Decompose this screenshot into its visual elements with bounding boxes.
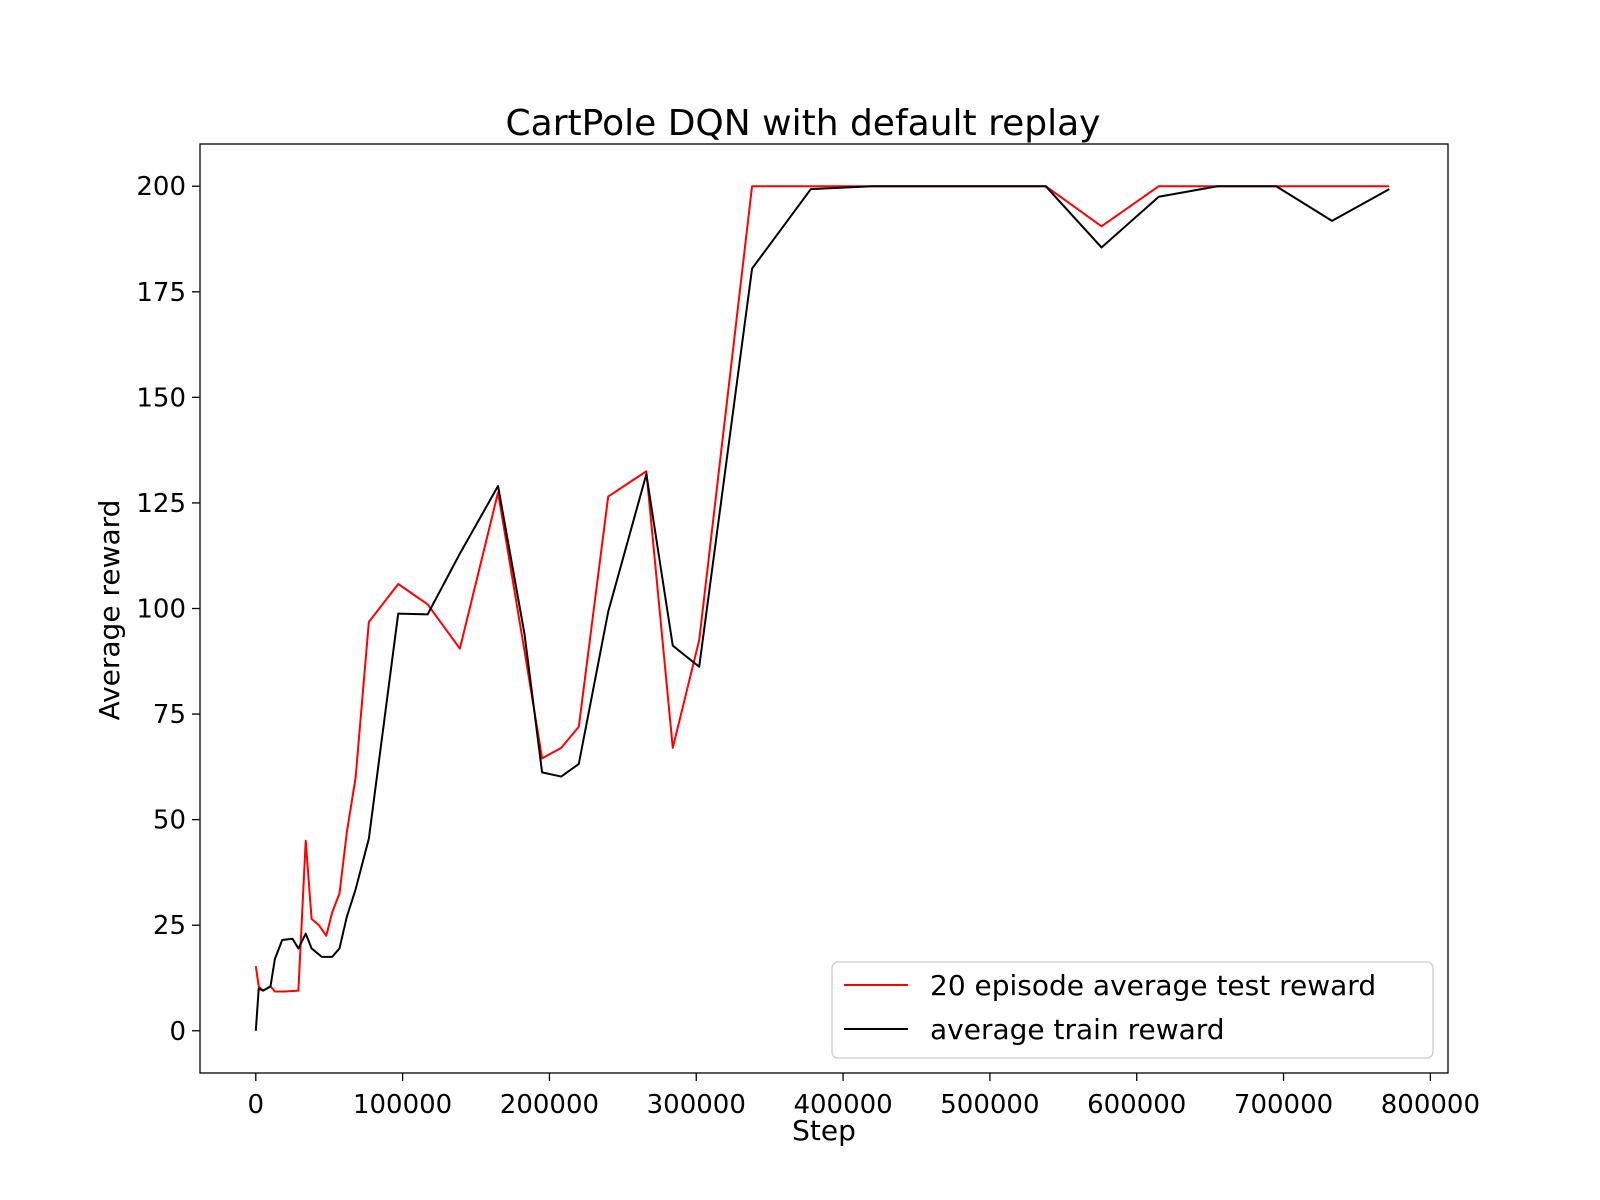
legend: 20 episode average test reward average t…	[831, 961, 1434, 1059]
y-axis-label: Average reward	[93, 500, 126, 721]
x-tick-label: 600000	[1087, 1090, 1186, 1120]
y-tick-label: 50	[153, 806, 186, 836]
x-tick-label: 0	[248, 1090, 265, 1120]
y-tick-label: 100	[136, 595, 186, 625]
x-tick-label: 300000	[647, 1090, 746, 1120]
y-tick-label: 175	[136, 278, 186, 308]
series-line-train-reward	[254, 185, 1390, 1031]
legend-entry-train-reward: average train reward	[930, 1013, 1225, 1046]
y-axis: 0 25 50 75 100 125 150 175 200	[136, 172, 200, 1047]
x-tick-label: 500000	[940, 1090, 1039, 1120]
x-tick-label: 400000	[793, 1090, 892, 1120]
x-tick-label: 100000	[353, 1090, 452, 1120]
legend-entry-test-reward: 20 episode average test reward	[930, 969, 1376, 1002]
y-tick-label: 75	[153, 700, 186, 730]
x-tick-label: 700000	[1234, 1090, 1333, 1120]
plot-area	[254, 185, 1390, 1031]
y-tick-label: 0	[169, 1017, 186, 1047]
y-tick-label: 125	[136, 489, 186, 519]
x-tick-label: 200000	[500, 1090, 599, 1120]
y-tick-label: 25	[153, 911, 186, 941]
y-tick-label: 200	[136, 172, 186, 202]
y-tick-label: 150	[136, 383, 186, 413]
x-tick-label: 800000	[1381, 1090, 1480, 1120]
chart-title: CartPole DQN with default replay	[506, 103, 1101, 144]
x-axis-label: Step	[792, 1114, 856, 1147]
legend-box	[831, 961, 1434, 1059]
x-axis: 0 100000 200000 300000 400000 500000 600000 700…	[248, 1073, 1480, 1120]
